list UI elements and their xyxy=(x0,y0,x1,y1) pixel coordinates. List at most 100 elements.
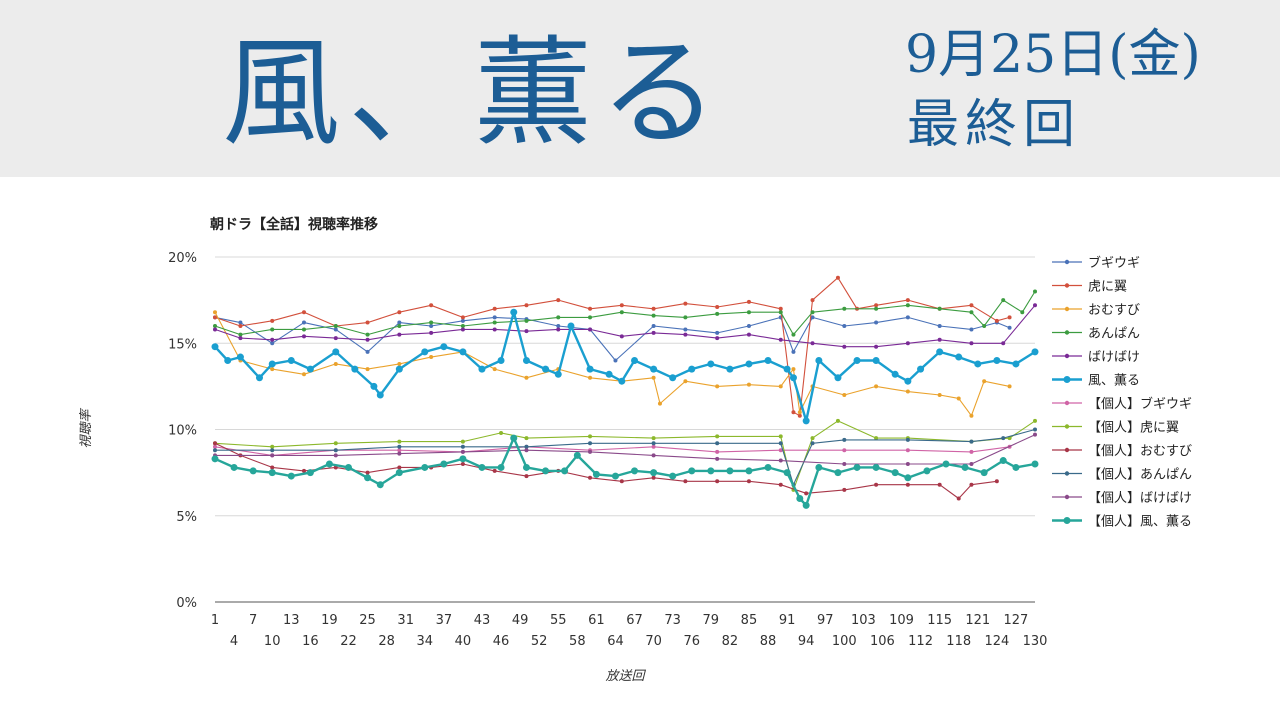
data-point xyxy=(492,320,497,325)
data-point xyxy=(492,315,497,320)
data-point xyxy=(605,370,613,378)
data-point xyxy=(238,336,243,341)
data-point xyxy=(522,463,530,471)
data-point xyxy=(707,360,715,368)
series-lines xyxy=(211,275,1039,509)
data-point xyxy=(554,370,562,378)
x-tick-label: 1 xyxy=(211,613,219,628)
legend-swatch-dot xyxy=(1064,330,1070,335)
data-point xyxy=(810,441,815,446)
x-tick-label: 61 xyxy=(588,613,605,628)
data-point xyxy=(301,310,306,315)
data-point xyxy=(588,327,593,332)
data-point xyxy=(460,318,465,323)
data-point xyxy=(238,332,243,337)
data-point xyxy=(746,299,751,304)
data-point xyxy=(956,496,961,501)
data-point xyxy=(778,448,783,453)
data-point xyxy=(268,360,276,368)
data-point xyxy=(556,324,561,328)
data-point xyxy=(561,467,569,475)
data-point xyxy=(657,401,662,406)
x-tick-label: 91 xyxy=(779,613,796,628)
data-point xyxy=(376,481,384,489)
x-tick-label: 40 xyxy=(455,634,472,649)
legend-swatch-dot xyxy=(1063,517,1071,524)
data-point xyxy=(834,469,842,477)
legend-label: 【個人】風、薫る xyxy=(1088,515,1192,530)
data-point xyxy=(524,375,529,380)
data-point xyxy=(791,367,796,372)
series-line xyxy=(213,427,1037,487)
data-point xyxy=(287,357,295,364)
data-point xyxy=(1007,325,1012,330)
y-tick-label: 0% xyxy=(176,596,197,611)
data-point xyxy=(905,482,910,487)
legend-label: 【個人】あんぱん xyxy=(1088,468,1192,483)
x-tick-label: 94 xyxy=(798,634,815,649)
y-axis-label: 視聴率 xyxy=(78,408,94,449)
data-point xyxy=(778,337,783,342)
legend-label: 【個人】ブギウギ xyxy=(1088,396,1192,412)
data-point xyxy=(344,463,352,471)
data-point xyxy=(306,365,314,373)
data-point xyxy=(778,306,783,311)
data-point xyxy=(969,341,974,346)
data-point xyxy=(815,463,823,471)
data-point xyxy=(365,337,370,342)
legend-item: 【個人】おむすび xyxy=(1052,444,1192,459)
x-tick-label: 121 xyxy=(965,613,990,628)
data-point xyxy=(1007,315,1012,320)
x-tick-label: 76 xyxy=(683,634,700,649)
x-tick-label: 109 xyxy=(889,613,914,628)
data-point xyxy=(1033,418,1037,423)
data-point xyxy=(651,375,656,380)
data-point xyxy=(974,360,982,368)
data-point xyxy=(397,465,402,470)
data-point xyxy=(588,315,593,320)
data-point xyxy=(715,311,720,316)
data-point xyxy=(905,437,910,442)
data-point xyxy=(365,332,370,337)
gridlines xyxy=(215,256,1035,603)
data-point xyxy=(969,327,974,332)
data-point xyxy=(1001,341,1006,346)
data-point xyxy=(746,382,751,387)
data-point xyxy=(397,361,402,366)
data-point xyxy=(397,444,402,449)
data-point xyxy=(874,320,879,325)
x-tick-label: 4 xyxy=(230,634,238,649)
data-point xyxy=(619,310,624,315)
data-point xyxy=(969,449,974,454)
data-point xyxy=(1033,427,1037,432)
data-point xyxy=(429,355,434,360)
data-point xyxy=(891,469,899,477)
data-point xyxy=(904,474,912,482)
data-point xyxy=(631,467,639,475)
data-point xyxy=(815,357,823,364)
data-point xyxy=(1001,298,1006,303)
data-point xyxy=(213,324,217,328)
x-tick-label: 73 xyxy=(664,613,681,628)
data-point xyxy=(333,448,338,453)
data-point xyxy=(440,460,448,468)
data-point xyxy=(969,303,974,308)
data-point xyxy=(238,320,243,325)
series-line xyxy=(213,315,1012,363)
data-point xyxy=(1033,432,1037,437)
data-point xyxy=(211,343,219,351)
data-point xyxy=(804,491,809,496)
data-point xyxy=(492,367,497,372)
data-point xyxy=(333,441,338,446)
data-point xyxy=(522,357,530,364)
data-point xyxy=(211,455,219,463)
data-point xyxy=(905,462,910,466)
data-point xyxy=(872,357,880,364)
data-point xyxy=(460,449,465,454)
data-point xyxy=(683,301,688,306)
data-point xyxy=(835,418,840,423)
data-point xyxy=(619,334,624,339)
data-point xyxy=(268,469,276,477)
data-point xyxy=(707,467,715,475)
data-point xyxy=(726,365,734,373)
